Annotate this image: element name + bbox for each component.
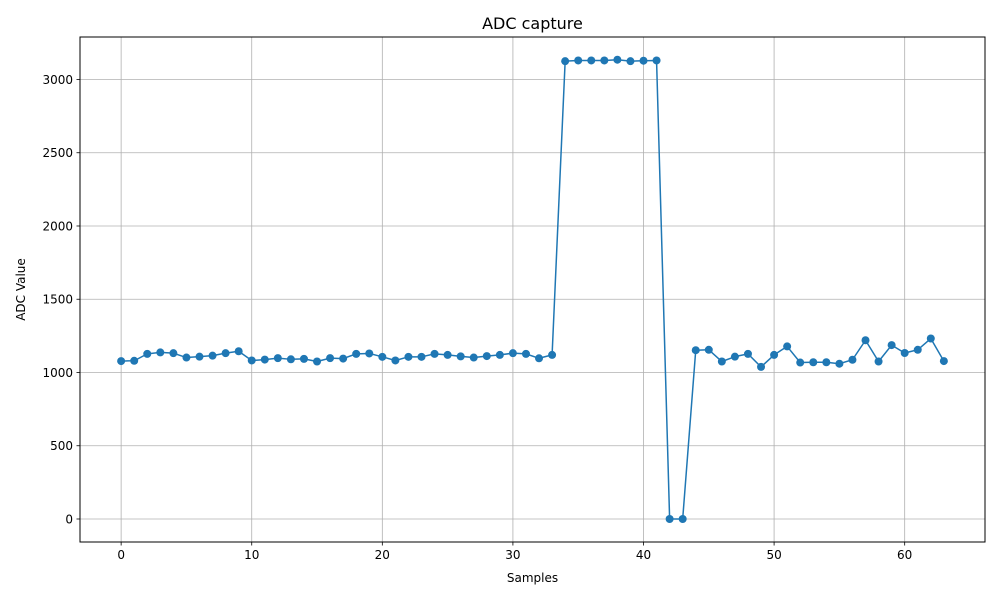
data-point xyxy=(743,349,752,358)
data-point xyxy=(286,355,295,364)
y-tick-label: 500 xyxy=(50,439,73,453)
data-point xyxy=(548,350,557,359)
data-point xyxy=(809,358,818,367)
data-point xyxy=(156,348,165,357)
data-point xyxy=(561,57,570,66)
data-point xyxy=(926,334,935,343)
data-point xyxy=(678,514,687,523)
data-point xyxy=(143,349,152,358)
data-point xyxy=(443,350,452,359)
y-tick-label: 2000 xyxy=(42,219,73,233)
x-tick-label: 40 xyxy=(636,548,651,562)
data-point xyxy=(195,352,204,361)
plot-frame xyxy=(79,36,986,543)
data-point xyxy=(352,349,361,358)
data-point xyxy=(717,357,726,366)
data-point xyxy=(326,354,335,363)
data-point xyxy=(587,56,596,65)
data-point xyxy=(391,356,400,365)
data-point xyxy=(783,342,792,351)
series-line xyxy=(121,58,945,520)
data-point xyxy=(508,349,517,358)
series-adc-values xyxy=(117,55,948,523)
data-point xyxy=(665,514,674,523)
data-point xyxy=(900,349,909,358)
data-point xyxy=(757,362,766,371)
data-point xyxy=(182,353,191,362)
data-point xyxy=(247,356,256,365)
x-tick-label: 30 xyxy=(505,548,520,562)
data-point xyxy=(404,352,413,361)
x-tick-label: 20 xyxy=(375,548,390,562)
y-axis-label: ADC Value xyxy=(14,258,28,321)
data-point xyxy=(704,345,713,354)
data-point xyxy=(796,358,805,367)
data-point xyxy=(378,352,387,361)
data-point xyxy=(535,354,544,363)
data-point xyxy=(574,56,583,65)
data-point xyxy=(130,356,139,365)
x-axis-label: Samples xyxy=(507,571,558,585)
data-point xyxy=(234,347,243,356)
data-point xyxy=(626,57,635,66)
data-point xyxy=(691,346,700,355)
y-tick-label: 1000 xyxy=(42,366,73,380)
data-point xyxy=(456,352,465,361)
data-point xyxy=(299,354,308,363)
y-tick-label: 2500 xyxy=(42,146,73,160)
chart-title: ADC capture xyxy=(482,14,583,33)
axis-ticks: 0 10 20 30 40 50 60 0 500 1000 1500 2000 2500 3000 xyxy=(42,73,912,562)
data-point xyxy=(600,56,609,65)
data-point xyxy=(939,357,948,366)
data-point xyxy=(613,55,622,64)
x-tick-label: 50 xyxy=(766,548,781,562)
data-point xyxy=(652,56,661,65)
data-point xyxy=(417,352,426,361)
data-point xyxy=(835,359,844,368)
data-point xyxy=(730,352,739,361)
y-tick-label: 0 xyxy=(65,512,73,526)
data-point xyxy=(313,357,322,366)
data-point xyxy=(887,341,896,350)
data-point xyxy=(861,336,870,345)
data-point xyxy=(913,345,922,354)
x-tick-label: 10 xyxy=(244,548,259,562)
data-point xyxy=(221,349,230,358)
data-point xyxy=(874,357,883,366)
data-point xyxy=(117,357,126,366)
data-point xyxy=(639,56,648,65)
y-tick-label: 1500 xyxy=(42,293,73,307)
x-tick-label: 0 xyxy=(117,548,125,562)
data-point xyxy=(822,358,831,367)
data-point xyxy=(260,355,269,364)
x-tick-label: 60 xyxy=(897,548,912,562)
data-point xyxy=(521,349,530,358)
grid-lines xyxy=(80,37,985,542)
data-point xyxy=(770,350,779,359)
data-point xyxy=(469,353,478,362)
data-point xyxy=(339,354,348,363)
data-point xyxy=(430,349,439,358)
data-point xyxy=(208,351,217,360)
data-point xyxy=(169,349,178,358)
data-point xyxy=(848,355,857,364)
y-tick-label: 3000 xyxy=(42,73,73,87)
plot-area-background xyxy=(80,37,985,542)
data-point xyxy=(495,350,504,359)
data-point xyxy=(365,349,374,358)
data-point xyxy=(273,354,282,363)
data-point xyxy=(482,352,491,361)
